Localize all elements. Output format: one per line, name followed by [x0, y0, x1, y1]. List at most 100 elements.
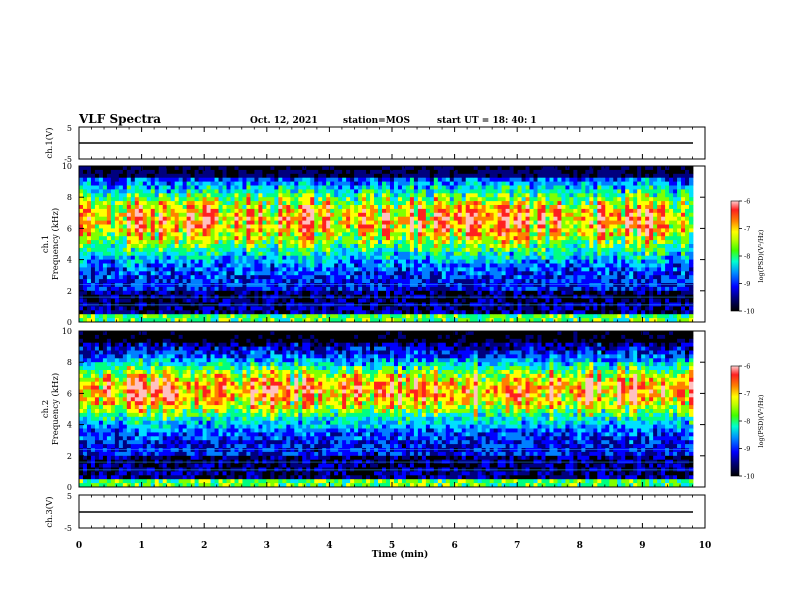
spectrogram-cell [226, 240, 231, 245]
spectrogram-cell [529, 220, 534, 225]
spectrogram-cell [481, 185, 487, 190]
spectrogram-cell [413, 244, 419, 249]
spectrogram-cell [437, 185, 443, 190]
spectrogram-cell [561, 279, 566, 284]
spectrogram-cell [98, 290, 104, 296]
spectrogram-cell [79, 205, 84, 210]
spectrogram-cell [513, 236, 518, 241]
spectrogram-cell [465, 271, 471, 276]
spectrogram-cell [342, 251, 347, 257]
spectrogram-cell [79, 169, 84, 175]
spectrogram-cell [146, 208, 152, 214]
spectrogram-cell [326, 224, 331, 229]
spectrogram-cell [138, 286, 144, 292]
spectrogram-cell [270, 205, 275, 210]
spectrogram-cell [202, 275, 207, 280]
spectrogram-cell [330, 181, 335, 186]
spectrogram-cell [254, 298, 259, 303]
spectrogram-cell [557, 240, 562, 245]
spectrogram-cell [238, 247, 243, 253]
spectrogram-cell [425, 185, 431, 190]
spectrogram-cell [421, 181, 427, 186]
spectrogram-cell [286, 275, 291, 280]
spectrogram-cell [290, 208, 295, 214]
spectrogram-cell [110, 290, 116, 296]
spectrogram-cell [358, 263, 363, 268]
spectrogram-cell [370, 251, 375, 257]
spectrogram-cell [106, 169, 112, 175]
spectrogram-cell [90, 181, 96, 186]
spectrogram-cell [210, 275, 215, 280]
spectrogram-cell [401, 177, 407, 182]
spectrogram-cell [174, 247, 180, 253]
spectrogram-cell [441, 236, 447, 241]
spectrogram-cell [354, 220, 359, 225]
spectrogram-cell [158, 208, 164, 214]
spectrogram-cell [82, 185, 88, 190]
spectrogram-cell [553, 244, 558, 249]
spectrogram-cell [481, 255, 487, 260]
spectrogram-cell [194, 205, 200, 210]
spectrogram-cell [342, 298, 347, 303]
spectrogram-cell [393, 228, 399, 233]
spectrogram-cell [150, 208, 156, 214]
spectrogram-cell [106, 251, 112, 257]
spectrogram-cell [505, 290, 510, 296]
spectrogram-cell [481, 177, 487, 182]
spectrogram-cell [501, 279, 507, 284]
spectrogram-cell [290, 212, 295, 218]
spectrogram-cell [557, 263, 562, 268]
spectrogram-cell [561, 197, 566, 202]
spectrogram-cell [230, 224, 235, 229]
spectrogram-cell [318, 314, 323, 319]
spectrogram-cell [190, 201, 196, 206]
spectrogram-cell [569, 232, 574, 237]
spectrogram-cell [473, 271, 479, 276]
spectrogram-cell [545, 247, 550, 253]
spectrogram-cell [545, 259, 550, 264]
spectrogram-cell [150, 286, 156, 292]
figure-title: VLF Spectra [78, 112, 161, 126]
spectrogram-cell [457, 224, 463, 229]
spectrogram-cell [198, 314, 203, 319]
spectrogram-cell [134, 279, 140, 284]
spectrogram-cell [278, 208, 283, 214]
spectrogram-cell [421, 201, 427, 206]
spectrogram-cell [82, 193, 88, 198]
spectrogram-cell [234, 232, 239, 237]
spectrogram-cell [409, 232, 415, 237]
spectrogram-cell [262, 166, 267, 171]
spectrogram-cell [106, 236, 112, 241]
spectrogram-cell [322, 189, 327, 194]
spectrogram-cell [565, 306, 570, 311]
spectrogram-cell [150, 169, 156, 175]
spectrogram-cell [561, 306, 566, 311]
spectrogram-cell [477, 208, 483, 214]
spectrogram-cell [477, 205, 483, 210]
spectrogram-cell [525, 247, 530, 253]
spectrogram-cell [314, 244, 319, 249]
spectrogram-cell [270, 197, 275, 202]
spectrogram-cell [481, 216, 487, 221]
spectrogram-cell [94, 263, 100, 268]
spectrogram-cell [194, 173, 200, 179]
spectrogram-cell [234, 283, 239, 288]
spectrogram-cell [282, 275, 287, 280]
spectrogram-cell [405, 185, 411, 190]
spectrogram-cell [469, 197, 475, 202]
spectrogram-cell [278, 197, 283, 202]
spectrogram-cell [421, 177, 427, 182]
spectrogram-cell [318, 185, 323, 190]
spectrogram-cell [114, 212, 120, 218]
spectrogram-cell [238, 205, 243, 210]
spectrogram-cell [529, 181, 534, 186]
spectrogram-cell [238, 177, 243, 182]
spectrogram-cell [453, 314, 459, 319]
spectrogram-cell [405, 240, 411, 245]
spectrogram-cell [541, 169, 546, 175]
spectrogram-cell [310, 244, 315, 249]
spectrogram-cell [234, 275, 239, 280]
spectrogram-cell [370, 263, 375, 268]
spectrogram-cell [378, 275, 383, 280]
spectrogram-cell [230, 228, 235, 233]
